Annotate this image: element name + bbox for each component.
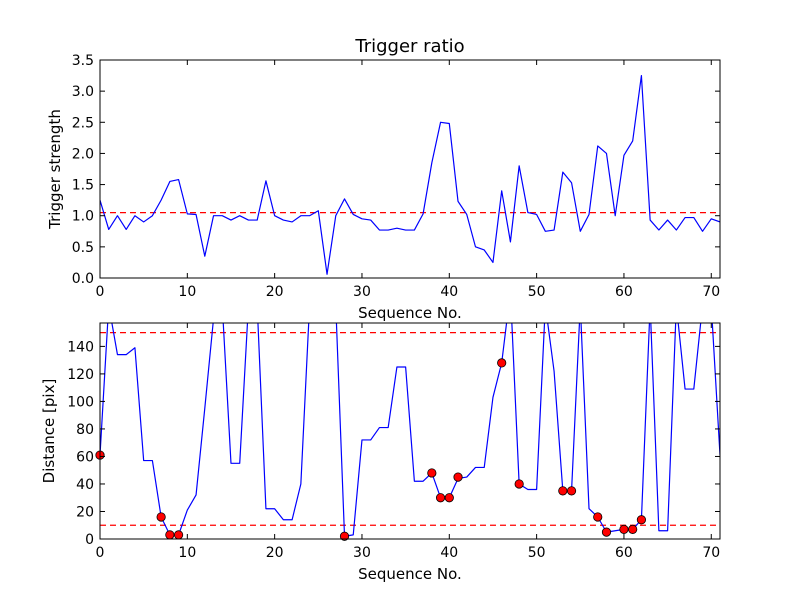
- y-tick-label: 120: [67, 367, 94, 383]
- y-tick-label: 40: [76, 477, 94, 493]
- x-tick-label: 50: [528, 284, 546, 300]
- distance-y-ticks: 0 20 40 60 80 100 120 140: [67, 339, 720, 548]
- distance-x-axis-label: Sequence No.: [358, 565, 462, 583]
- data-point-marker: [435, 493, 446, 503]
- y-tick-label: 0.5: [72, 240, 94, 256]
- plot-clip-group: [100, 74, 720, 275]
- series-line: [100, 74, 720, 275]
- data-point-marker: [619, 524, 629, 534]
- series-line: [100, 323, 720, 537]
- x-tick-label: 30: [353, 284, 371, 300]
- plot-clip-group: [100, 323, 720, 537]
- data-point-marker: [444, 493, 454, 503]
- data-point-marker: [566, 486, 577, 496]
- y-tick-label: 3.5: [72, 53, 94, 69]
- x-tick-label: 10: [178, 284, 196, 300]
- data-point-marker: [601, 527, 612, 537]
- data-point-marker: [156, 512, 166, 522]
- data-point-marker: [558, 486, 568, 496]
- data-point-marker: [453, 472, 463, 482]
- trigger-ratio-panel: Trigger ratio 0 10 20 30 40 50 60 70 0.0 0.5 1.0 1…: [46, 36, 721, 322]
- y-tick-label: 140: [67, 339, 94, 355]
- y-tick-label: 0: [85, 532, 94, 548]
- trigger-x-axis-label: Sequence No.: [358, 304, 462, 322]
- y-tick-label: 20: [76, 504, 94, 520]
- data-point-marker: [173, 530, 184, 540]
- y-tick-label: 100: [67, 394, 94, 410]
- y-tick-label: 3.0: [72, 84, 94, 100]
- data-point-marker: [593, 512, 603, 522]
- chart-title: Trigger ratio: [354, 36, 464, 57]
- x-tick-label: 0: [96, 545, 105, 561]
- distance-plot-area: [95, 323, 720, 541]
- trigger-y-ticks: 0.0 0.5 1.0 1.5 2.0 2.5 3.0 3.5: [72, 53, 720, 287]
- data-point-marker: [497, 358, 507, 368]
- data-point-marker: [339, 531, 350, 541]
- x-tick-label: 70: [702, 284, 720, 300]
- y-tick-label: 80: [76, 422, 94, 438]
- x-tick-label: 60: [615, 545, 633, 561]
- trigger-y-axis-label: Trigger strength: [46, 109, 64, 230]
- y-tick-label: 2.0: [72, 146, 94, 162]
- y-tick-label: 1.0: [72, 209, 94, 225]
- x-tick-label: 50: [528, 545, 546, 561]
- distance-y-axis-label: Distance [pix]: [40, 379, 58, 484]
- y-tick-label: 60: [76, 449, 94, 465]
- x-tick-label: 0: [96, 284, 105, 300]
- distance-panel: 0 10 20 30 40 50 60 70 0 20 40 60 80 100 120 140 Seque…: [40, 322, 721, 583]
- distance-x-ticks: 0 10 20 30 40 50 60 70: [96, 323, 720, 561]
- x-tick-label: 40: [440, 545, 458, 561]
- data-point-marker: [628, 524, 638, 534]
- trigger-x-ticks: 0 10 20 30 40 50 60 70: [96, 60, 720, 300]
- data-point-marker: [165, 530, 175, 540]
- data-point-marker: [514, 479, 524, 489]
- trigger-axes-frame: [99, 59, 721, 279]
- y-tick-label: 0.0: [72, 271, 94, 287]
- x-tick-label: 20: [266, 545, 284, 561]
- y-tick-label: 2.5: [72, 115, 94, 131]
- x-tick-label: 60: [615, 284, 633, 300]
- x-tick-label: 20: [266, 284, 284, 300]
- x-tick-label: 40: [440, 284, 458, 300]
- x-tick-label: 10: [178, 545, 196, 561]
- x-tick-label: 70: [702, 545, 720, 561]
- data-point-marker: [636, 515, 647, 525]
- x-tick-label: 30: [353, 545, 371, 561]
- trigger-plot-area: [100, 74, 720, 275]
- y-tick-label: 1.5: [72, 178, 94, 194]
- distance-axes-frame: [99, 322, 721, 540]
- data-point-marker: [427, 468, 437, 478]
